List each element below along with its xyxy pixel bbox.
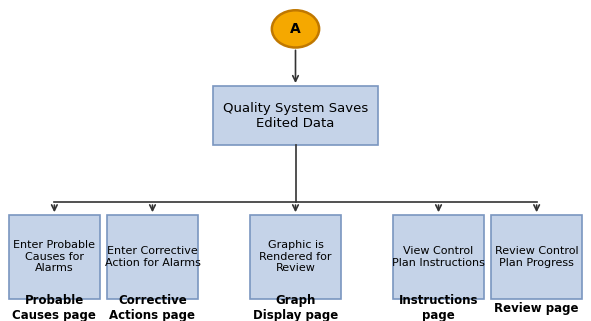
FancyBboxPatch shape	[106, 215, 199, 299]
Text: Enter Probable
Causes for
Alarms: Enter Probable Causes for Alarms	[14, 240, 95, 273]
Text: Review page: Review page	[495, 302, 579, 315]
Text: Enter Corrective
Action for Alarms: Enter Corrective Action for Alarms	[105, 246, 200, 268]
FancyBboxPatch shape	[392, 215, 485, 299]
Text: A: A	[290, 22, 301, 36]
FancyBboxPatch shape	[249, 215, 342, 299]
FancyBboxPatch shape	[8, 215, 100, 299]
FancyBboxPatch shape	[491, 215, 583, 299]
FancyBboxPatch shape	[213, 86, 378, 145]
Text: Instructions
page: Instructions page	[399, 294, 478, 321]
Text: View Control
Plan Instructions: View Control Plan Instructions	[392, 246, 485, 268]
Ellipse shape	[272, 10, 319, 48]
Text: Probable
Causes page: Probable Causes page	[12, 294, 96, 321]
Text: Graphic is
Rendered for
Review: Graphic is Rendered for Review	[259, 240, 332, 273]
Text: Review Control
Plan Progress: Review Control Plan Progress	[495, 246, 579, 268]
Text: Corrective
Actions page: Corrective Actions page	[109, 294, 196, 321]
Text: Graph
Display page: Graph Display page	[253, 294, 338, 321]
Text: Quality System Saves
Edited Data: Quality System Saves Edited Data	[223, 101, 368, 130]
